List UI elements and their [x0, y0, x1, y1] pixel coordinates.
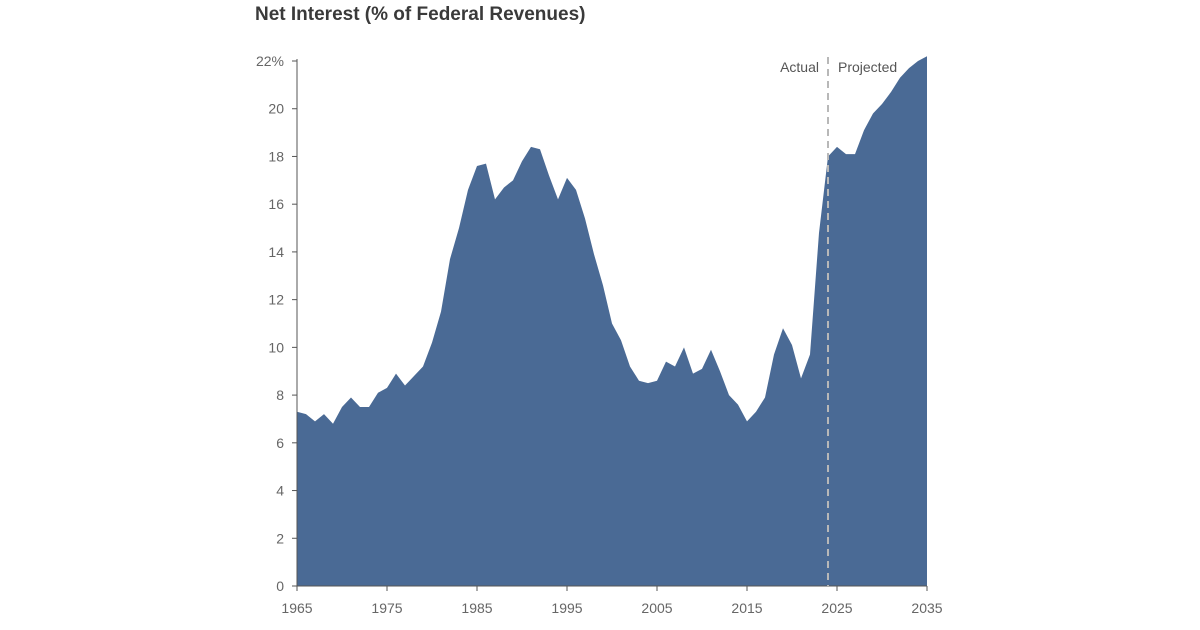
x-tick-label: 2035 [911, 600, 942, 616]
y-tick-label: 20 [268, 101, 284, 117]
projected-label: Projected [838, 59, 897, 75]
y-tick-label: 0 [276, 578, 284, 594]
y-tick-label: 6 [276, 435, 284, 451]
actual-label: Actual [780, 59, 819, 75]
y-tick-label: 2 [276, 530, 284, 546]
chart-title: Net Interest (% of Federal Revenues) [255, 4, 586, 25]
x-tick-label: 1975 [371, 600, 402, 616]
y-tick-label: 22% [256, 53, 284, 69]
y-tick-label: 10 [268, 339, 284, 355]
area-layer [297, 56, 927, 587]
y-tick-label: 16 [268, 196, 284, 212]
x-tick-label: 2005 [641, 600, 672, 616]
y-tick-label: 4 [276, 483, 284, 499]
axis-layer: 0 2 4 6 8 10 12 14 16 18 20 22% 1965 1975 1985 1995 2005… [256, 53, 943, 616]
y-tick-label: 18 [268, 148, 284, 164]
area-series-0 [297, 56, 927, 587]
y-tick-label: 12 [268, 292, 284, 308]
x-tick-label: 2025 [821, 600, 852, 616]
annotation-layer: Actual Projected [780, 57, 897, 586]
y-tick-label: 14 [268, 244, 284, 260]
x-tick-label: 1965 [281, 600, 312, 616]
x-tick-label: 2015 [731, 600, 762, 616]
y-tick-label: 8 [276, 387, 284, 403]
x-tick-label: 1985 [461, 600, 492, 616]
x-tick-label: 1995 [551, 600, 582, 616]
